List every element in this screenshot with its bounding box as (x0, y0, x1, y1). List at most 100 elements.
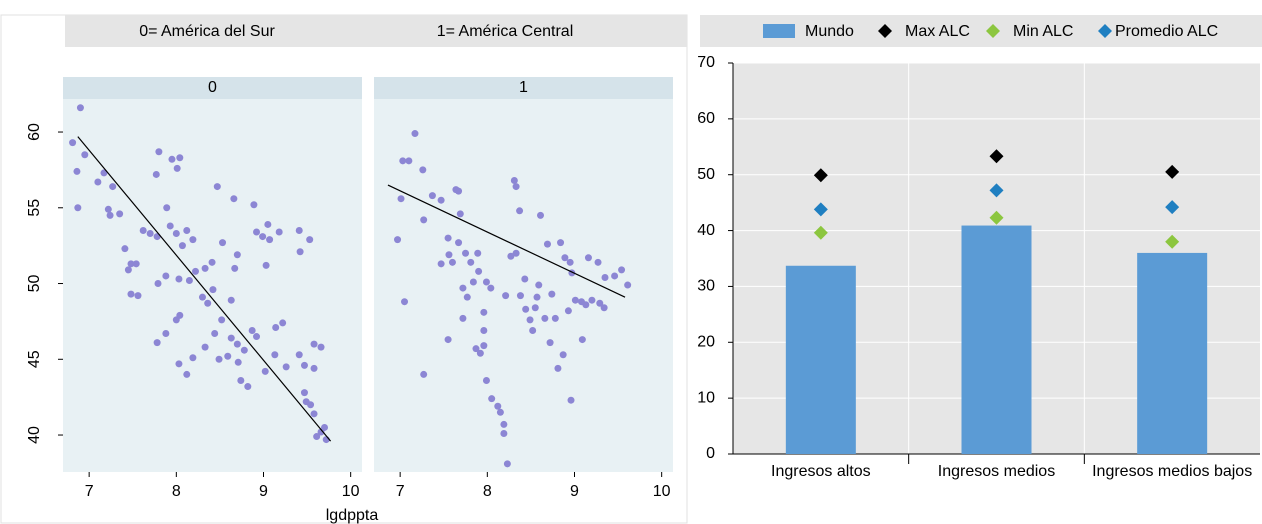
point (271, 351, 279, 359)
point (175, 360, 183, 368)
point (100, 169, 108, 177)
point (480, 308, 488, 316)
point (204, 299, 212, 307)
legend-label: Promedio ALC (1115, 23, 1218, 40)
point (594, 258, 602, 266)
point (420, 370, 428, 378)
point (448, 258, 456, 266)
point (231, 264, 239, 272)
point (546, 339, 554, 347)
point (512, 183, 520, 191)
point (300, 389, 308, 397)
point (480, 326, 488, 334)
x-tick-label: 7 (85, 483, 94, 500)
legend-swatch (763, 24, 795, 38)
point (419, 166, 427, 174)
point (168, 155, 176, 163)
point (476, 349, 484, 357)
point (512, 249, 520, 257)
point (296, 248, 304, 256)
point (469, 278, 477, 286)
point (467, 258, 475, 266)
y-tick-label: 40 (26, 426, 43, 444)
point (201, 264, 209, 272)
point (601, 273, 609, 281)
point (233, 251, 241, 259)
point (295, 227, 303, 235)
point (548, 290, 556, 298)
point (248, 326, 256, 334)
facet-plot (63, 99, 362, 472)
point (253, 228, 261, 236)
point (535, 281, 543, 289)
y-tick-label: 40 (697, 222, 715, 239)
point (521, 275, 529, 283)
point (154, 280, 162, 288)
point (215, 355, 223, 363)
point (420, 216, 428, 224)
point (237, 376, 245, 384)
point (584, 254, 592, 262)
point (264, 220, 272, 228)
diamond-marker (1165, 234, 1180, 249)
bar (1137, 252, 1208, 454)
point (106, 211, 114, 219)
legend-label: Max ALC (905, 23, 970, 40)
point (178, 242, 186, 250)
point (266, 236, 274, 244)
point (175, 275, 183, 283)
point (153, 339, 161, 347)
x-tick-label: 8 (483, 483, 492, 500)
point (155, 148, 163, 156)
point (209, 286, 217, 294)
point (176, 311, 184, 319)
point (444, 336, 452, 344)
y-tick-label: 70 (697, 54, 715, 71)
point (192, 267, 200, 275)
group-header (65, 15, 687, 47)
facet-plot (374, 99, 673, 472)
point (611, 272, 619, 280)
point (444, 234, 452, 242)
x-axis-title: lgdppta (326, 507, 379, 524)
point (526, 316, 534, 324)
point (397, 195, 405, 203)
point (185, 277, 193, 285)
point (198, 293, 206, 301)
point (313, 433, 321, 441)
point (459, 314, 467, 322)
point (127, 290, 135, 298)
point (306, 236, 314, 244)
diamond-marker (989, 210, 1004, 225)
y-tick-label: 60 (26, 123, 43, 141)
facet-label: 1 (519, 79, 528, 96)
point (127, 260, 135, 268)
point (116, 210, 124, 218)
point (69, 139, 77, 147)
point (455, 187, 463, 195)
point (571, 296, 579, 304)
group-label: 1= América Central (437, 23, 574, 40)
point (109, 183, 117, 191)
point (582, 301, 590, 309)
legend-marker (986, 24, 1000, 38)
point (162, 272, 170, 280)
bar (785, 265, 856, 454)
point (244, 383, 252, 391)
point (462, 249, 470, 257)
point (624, 281, 632, 289)
point (233, 340, 241, 348)
point (533, 293, 541, 301)
point (541, 314, 549, 322)
point (488, 395, 496, 403)
point (153, 233, 161, 241)
point (76, 104, 84, 112)
point (183, 370, 191, 378)
point (516, 207, 524, 215)
legend-label: Mundo (805, 23, 854, 40)
point (437, 196, 445, 204)
point (503, 460, 511, 468)
point (529, 326, 537, 334)
facet-strip (374, 77, 673, 99)
